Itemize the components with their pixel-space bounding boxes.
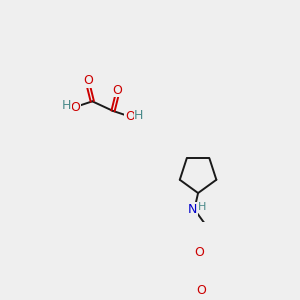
Text: H: H [198, 202, 207, 212]
Text: N: N [188, 203, 198, 216]
Text: O: O [112, 84, 122, 97]
Text: H: H [62, 99, 71, 112]
Text: H: H [134, 109, 144, 122]
Text: O: O [196, 284, 206, 297]
Text: O: O [125, 110, 135, 123]
Text: O: O [84, 74, 94, 87]
Text: O: O [194, 246, 204, 259]
Text: O: O [70, 101, 80, 114]
